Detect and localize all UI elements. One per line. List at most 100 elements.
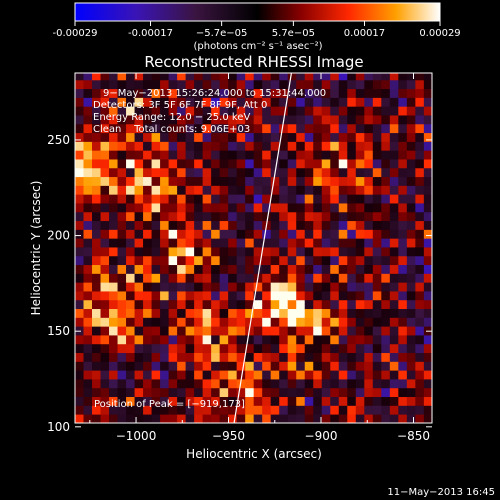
heatmap-cell — [262, 264, 272, 274]
heatmap-cell — [160, 229, 169, 239]
heatmap-cell — [372, 88, 382, 98]
heatmap-cell — [321, 211, 331, 222]
heatmap-cell — [262, 405, 272, 415]
heatmap-cell — [75, 73, 84, 81]
heatmap-cell — [347, 132, 357, 142]
heatmap-cell — [355, 106, 365, 116]
heatmap-cell — [185, 291, 195, 301]
heatmap-cell — [211, 308, 221, 318]
heatmap-cell — [389, 106, 399, 116]
heatmap-cell — [202, 247, 212, 257]
heatmap-cell — [304, 396, 314, 406]
heatmap-cell — [364, 176, 374, 186]
heatmap-cell — [415, 255, 425, 266]
heatmap-cell — [143, 203, 152, 213]
heatmap-cell — [177, 387, 187, 398]
heatmap-cell — [415, 317, 425, 327]
heatmap-cell — [151, 73, 161, 81]
heatmap-cell — [177, 194, 187, 204]
heatmap-cell — [92, 150, 101, 160]
heatmap-cell — [338, 150, 348, 160]
heatmap-cell — [228, 238, 238, 248]
heatmap-cell — [389, 273, 399, 283]
heatmap-cell — [177, 88, 187, 98]
heatmap-cell — [381, 73, 391, 81]
heatmap-cell — [168, 141, 178, 151]
heatmap-cell — [100, 141, 110, 151]
heatmap-cell — [160, 387, 169, 398]
heatmap-cell — [287, 150, 297, 160]
heatmap-cell — [406, 387, 416, 398]
heatmap-cell — [355, 176, 365, 186]
heatmap-cell — [211, 379, 221, 389]
heatmap-cell — [177, 414, 187, 423]
heatmap-cell — [117, 123, 127, 134]
heatmap-cell — [321, 264, 331, 274]
heatmap-cell — [100, 282, 110, 292]
heatmap-cell — [100, 229, 110, 239]
heatmap-cell — [151, 141, 161, 151]
heatmap-cell — [406, 308, 416, 318]
heatmap-cell — [211, 247, 221, 257]
heatmap-cell — [151, 185, 161, 195]
heatmap-cell — [338, 159, 348, 169]
heatmap-cell — [168, 361, 178, 371]
heatmap-cell — [330, 220, 340, 230]
heatmap-cell — [134, 414, 144, 423]
heatmap-cell — [75, 282, 84, 292]
heatmap-cell — [134, 132, 144, 142]
heatmap-cell — [304, 123, 314, 134]
heatmap-cell — [211, 335, 221, 345]
heatmap-cell — [83, 159, 93, 169]
heatmap-cell — [381, 396, 391, 406]
heatmap-cell — [117, 326, 127, 336]
heatmap-cell — [151, 123, 161, 134]
heatmap-cell — [202, 141, 212, 151]
heatmap-cell — [364, 106, 374, 116]
heatmap-cell — [151, 405, 161, 415]
heatmap-cell — [287, 343, 297, 354]
x-axis-label: Heliocentric X (arcsec) — [186, 447, 322, 461]
heatmap-cell — [126, 159, 135, 169]
heatmap-cell — [228, 194, 238, 204]
heatmap-cell — [160, 150, 169, 160]
heatmap-cell — [236, 106, 246, 116]
heatmap-cell — [389, 167, 399, 178]
heatmap-cell — [245, 123, 255, 134]
heatmap-cell — [355, 211, 365, 222]
heatmap-cell — [168, 203, 178, 213]
heatmap-cell — [321, 317, 331, 327]
heatmap-cell — [160, 317, 169, 327]
heatmap-cell — [415, 211, 425, 222]
heatmap-cell — [398, 352, 408, 362]
heatmap-cell — [381, 317, 391, 327]
heatmap-cell — [415, 167, 425, 178]
heatmap-cell — [92, 370, 101, 380]
heatmap-cell — [253, 115, 263, 125]
heatmap-cell — [372, 308, 382, 318]
heatmap-cell — [253, 379, 263, 389]
heatmap-cell — [245, 88, 255, 98]
heatmap-cell — [296, 317, 306, 327]
heatmap-cell — [194, 159, 204, 169]
heatmap-cell — [177, 203, 187, 213]
heatmap-cell — [245, 335, 255, 345]
heatmap-cell — [364, 273, 374, 283]
heatmap-cell — [253, 167, 263, 178]
heatmap-cell — [134, 150, 144, 160]
heatmap-cell — [364, 335, 374, 345]
heatmap-cell — [228, 326, 238, 336]
heatmap-cell — [134, 167, 144, 178]
heatmap-cell — [321, 282, 331, 292]
heatmap-cell — [219, 299, 229, 310]
heatmap-cell — [168, 379, 178, 389]
heatmap-cell — [134, 229, 144, 239]
heatmap-cell — [151, 343, 161, 354]
heatmap-cell — [313, 97, 323, 107]
heatmap-cell — [100, 79, 110, 90]
heatmap-cell — [151, 159, 161, 169]
heatmap-cell — [117, 203, 127, 213]
heatmap-cell — [177, 79, 187, 90]
heatmap-cell — [253, 194, 263, 204]
heatmap-cell — [372, 159, 382, 169]
